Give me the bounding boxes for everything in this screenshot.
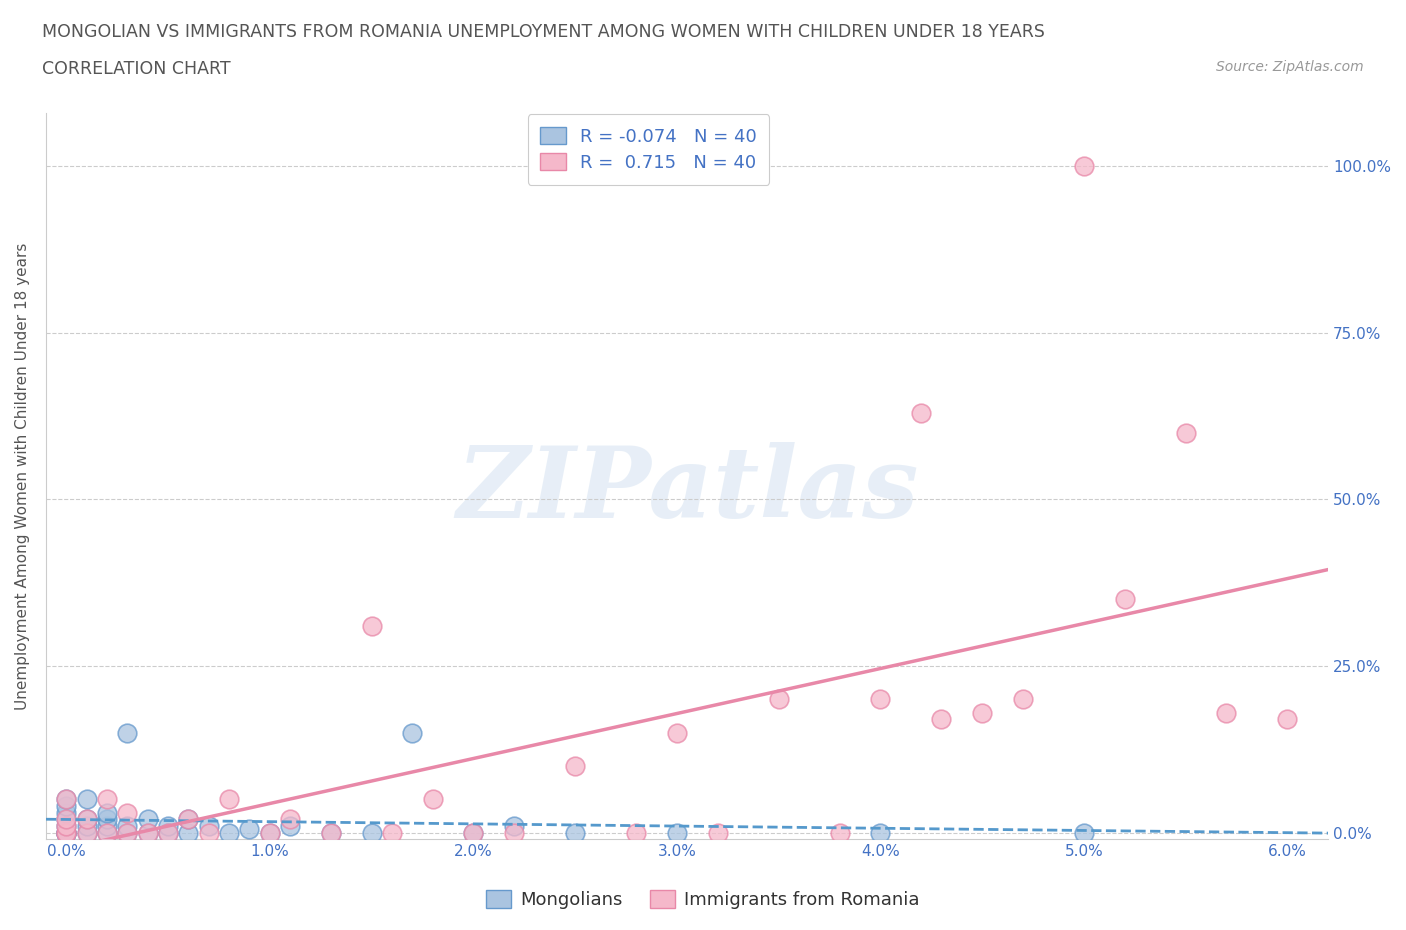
Point [96, 792, 118, 807]
Point [869, 825, 891, 840]
Point [910, 405, 932, 420]
Point [55, 825, 77, 840]
Point [55, 812, 77, 827]
Point [55, 825, 77, 840]
Point [218, 825, 240, 840]
Point [136, 825, 159, 840]
Point [624, 825, 647, 840]
Point [197, 825, 219, 840]
Point [55, 825, 77, 840]
Point [177, 825, 200, 840]
Point [55, 792, 77, 807]
Point [278, 818, 301, 833]
Point [1011, 692, 1033, 707]
Point [55, 812, 77, 827]
Point [1277, 711, 1299, 726]
Text: Source: ZipAtlas.com: Source: ZipAtlas.com [1216, 60, 1364, 74]
Point [503, 818, 526, 833]
Point [76, 792, 98, 807]
Point [55, 825, 77, 840]
Point [76, 818, 98, 833]
Point [96, 818, 118, 833]
Point [117, 818, 139, 833]
Point [96, 805, 118, 820]
Point [157, 818, 180, 833]
Point [76, 825, 98, 840]
Point [96, 825, 118, 840]
Point [503, 825, 526, 840]
Point [564, 759, 586, 774]
Point [157, 825, 180, 840]
Point [706, 825, 728, 840]
Point [278, 812, 301, 827]
Point [1114, 591, 1136, 606]
Point [422, 792, 444, 807]
Point [136, 825, 159, 840]
Point [259, 825, 281, 840]
Point [136, 812, 159, 827]
Point [360, 825, 382, 840]
Point [76, 812, 98, 827]
Point [463, 825, 485, 840]
Point [931, 711, 953, 726]
Point [972, 705, 994, 720]
Text: ZIPatlas: ZIPatlas [456, 443, 918, 538]
Point [381, 825, 404, 840]
Point [55, 792, 77, 807]
Text: CORRELATION CHART: CORRELATION CHART [42, 60, 231, 78]
Point [117, 805, 139, 820]
Point [218, 792, 240, 807]
Point [1073, 158, 1095, 173]
Point [564, 825, 586, 840]
Point [828, 825, 851, 840]
Point [259, 825, 281, 840]
Point [1073, 825, 1095, 840]
Point [76, 812, 98, 827]
Point [768, 692, 790, 707]
Point [319, 825, 342, 840]
Point [177, 812, 200, 827]
Point [177, 812, 200, 827]
Point [401, 725, 423, 740]
Point [319, 825, 342, 840]
Point [55, 825, 77, 840]
Text: MONGOLIAN VS IMMIGRANTS FROM ROMANIA UNEMPLOYMENT AMONG WOMEN WITH CHILDREN UNDE: MONGOLIAN VS IMMIGRANTS FROM ROMANIA UNE… [42, 23, 1045, 41]
Legend: R = -0.074   N = 40, R =  0.715   N = 40: R = -0.074 N = 40, R = 0.715 N = 40 [527, 114, 769, 184]
Legend: Mongolians, Immigrants from Romania: Mongolians, Immigrants from Romania [479, 884, 927, 916]
Point [55, 818, 77, 833]
Point [55, 818, 77, 833]
Point [96, 812, 118, 827]
Point [665, 725, 688, 740]
Point [1174, 425, 1197, 440]
Point [1215, 705, 1237, 720]
Point [55, 805, 77, 820]
Y-axis label: Unemployment Among Women with Children Under 18 years: Unemployment Among Women with Children U… [15, 243, 30, 710]
Point [55, 799, 77, 814]
Point [463, 825, 485, 840]
Point [117, 725, 139, 740]
Point [157, 825, 180, 840]
Point [197, 818, 219, 833]
Point [869, 692, 891, 707]
Point [55, 825, 77, 840]
Point [117, 825, 139, 840]
Point [238, 822, 260, 837]
Point [76, 825, 98, 840]
Point [96, 825, 118, 840]
Point [117, 825, 139, 840]
Point [665, 825, 688, 840]
Point [360, 618, 382, 633]
